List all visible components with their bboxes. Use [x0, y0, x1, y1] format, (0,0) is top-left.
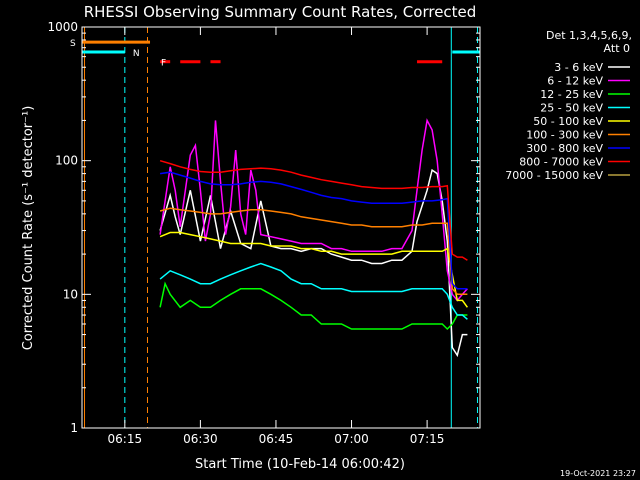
legend-label-8: 7000 - 15000 keV	[505, 169, 603, 182]
legend-label-0: 3 - 6 keV	[554, 61, 603, 74]
x-axis-ticks: 06:15 06:30 06:45 07:00 07:15	[108, 27, 445, 446]
flag-label-s: S	[70, 39, 76, 49]
series-line-6	[159, 171, 468, 290]
generated-timestamp: 19-Oct-2021 23:27	[560, 469, 636, 478]
y-tick-label-3: 1000	[47, 20, 78, 34]
y-tick-label-0: 1	[70, 421, 78, 435]
series-line-1	[159, 118, 468, 302]
x-tick-label-1: 06:30	[183, 432, 218, 446]
y-tick-label-1: 10	[63, 287, 78, 301]
legend-header-line2: Att 0	[604, 42, 630, 55]
y-tick-label-2: 100	[55, 154, 78, 168]
series-line-4	[159, 231, 469, 308]
plot-area: S N F	[70, 27, 480, 428]
legend-header-line1: Det 1,3,4,5,6,9,	[546, 29, 632, 42]
legend-label-7: 800 - 7000 keV	[519, 156, 603, 169]
flag-label-f: F	[161, 59, 166, 69]
x-tick-label-2: 06:45	[259, 432, 294, 446]
x-tick-label-0: 06:15	[108, 432, 143, 446]
y-axis-ticks: 1 10 100 1000	[47, 20, 480, 435]
legend-label-3: 25 - 50 keV	[540, 102, 603, 115]
legend-label-1: 6 - 12 keV	[547, 75, 603, 88]
x-axis-label: Start Time (10-Feb-14 06:00:42)	[195, 457, 405, 472]
series-line-5	[159, 207, 468, 296]
flag-label-n: N	[133, 49, 140, 59]
series-line-7	[159, 159, 468, 261]
plot-frame	[81, 26, 481, 429]
legend-label-2: 12 - 25 keV	[540, 88, 603, 101]
legend-label-6: 300 - 800 keV	[526, 142, 603, 155]
series-line-3	[159, 262, 468, 320]
series-line-0	[159, 168, 468, 358]
legend-label-4: 50 - 100 keV	[533, 115, 603, 128]
x-tick-label-3: 07:00	[334, 432, 369, 446]
legend-label-5: 100 - 300 keV	[526, 129, 603, 142]
y-axis-label: Corrected Count Rate (s⁻¹ detector⁻¹)	[21, 106, 36, 351]
chart-title: RHESSI Observing Summary Count Rates, Co…	[84, 3, 477, 21]
series-line-2	[159, 281, 468, 331]
x-tick-label-4: 07:15	[410, 432, 445, 446]
